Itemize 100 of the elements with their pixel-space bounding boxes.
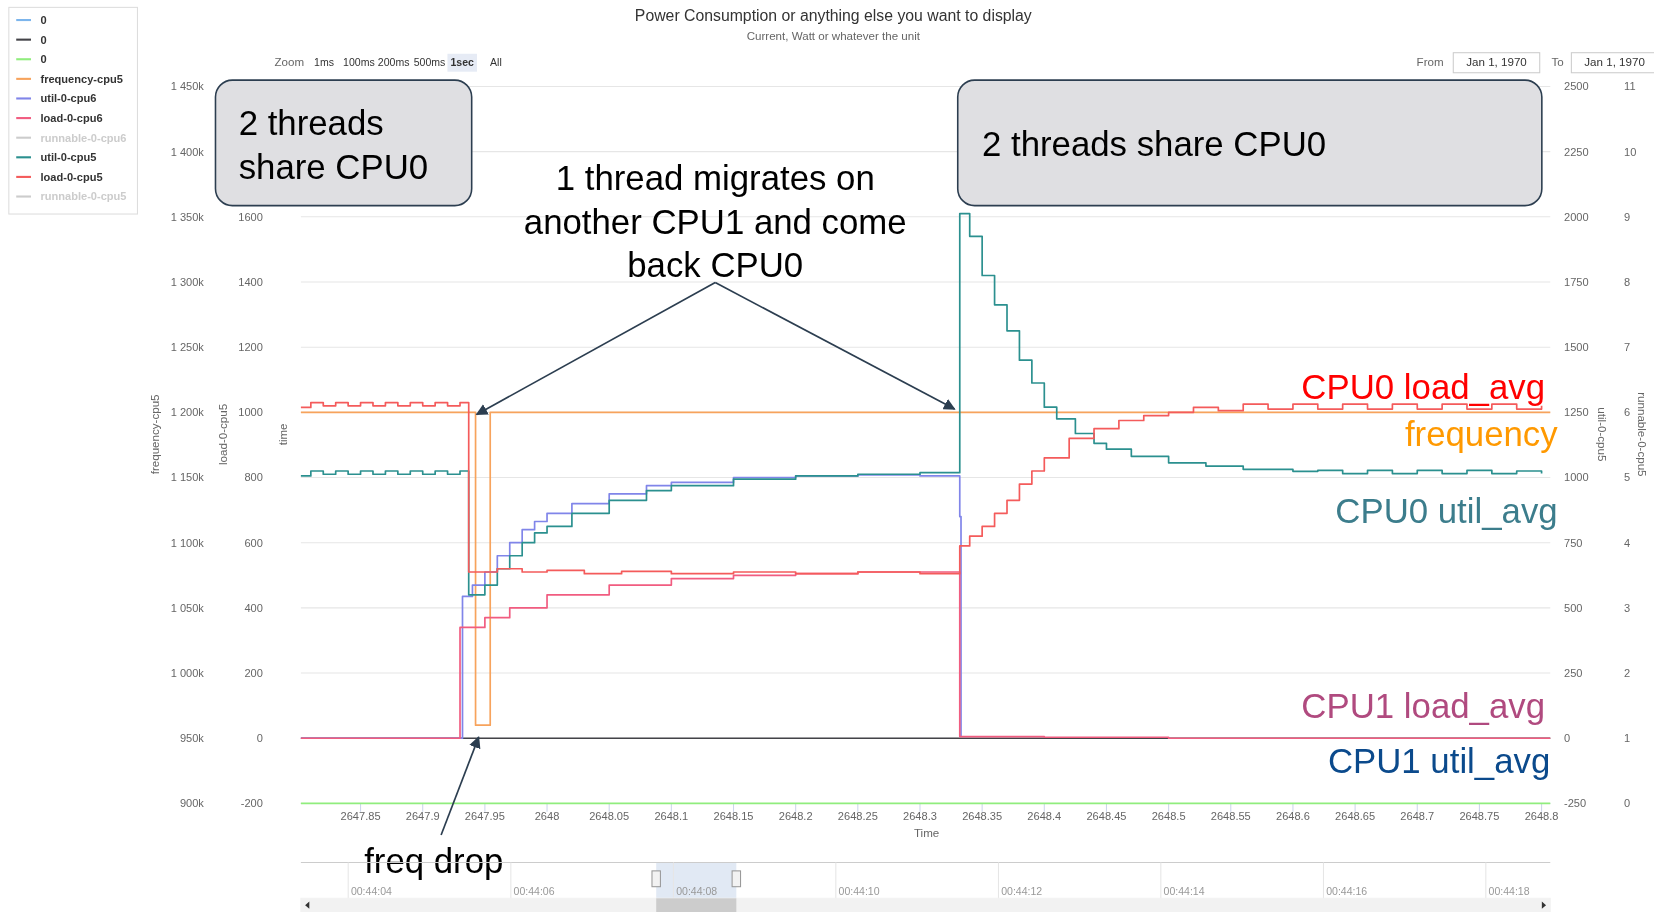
y3-axis-title: util-0-cpu5 (1595, 407, 1608, 462)
text: 11 (1624, 80, 1636, 93)
y-tick-label: 1400 (238, 275, 263, 288)
y2-tick-label: 950k (179, 732, 205, 745)
y2-axis-title: frequency-cpu5 (148, 394, 161, 475)
x-tick-label: 2648.45 (1086, 810, 1127, 823)
annotation: 2 threads share CPU0 (238, 103, 429, 187)
x-tick-label: 2648.3 (903, 810, 937, 823)
x-axis-title: Time (913, 827, 940, 840)
y3-tick-label: 2250 (1563, 145, 1589, 158)
y-tick-label: 0 (256, 732, 263, 745)
annotation: CPU0 util_avg (1335, 491, 1558, 530)
y3-tick-label: 1750 (1563, 275, 1589, 288)
y2-tick-label: 1 250k (170, 341, 205, 354)
chart-title: Power Consumption or anything else you want to display (634, 7, 1032, 25)
text: runnable-0-cpu5 (1635, 392, 1648, 477)
text: Jan 1, 1970 (1584, 56, 1645, 69)
x-tick-label: 2648.25 (837, 810, 878, 823)
y2-tick-label: 900k (179, 797, 205, 810)
x-tick-label: 2648.15 (713, 810, 754, 823)
y-tick-label: 800 (244, 471, 263, 484)
y2-tick-label: 1 150k (170, 471, 205, 484)
y2-tick-label: 1 100k (170, 536, 205, 549)
text: 1 (1624, 732, 1631, 745)
y2-tick-label: 1 000k (170, 666, 205, 679)
text: time (277, 423, 290, 446)
y-tick-label: 600 (244, 536, 263, 549)
x-tick-label: 2648.05 (589, 810, 630, 823)
x-tick-label: 2648.5 (1151, 810, 1186, 823)
y3-tick-label: 2500 (1563, 80, 1589, 93)
legend-label: 0 (40, 53, 47, 66)
annotation: CPU1 load_avg (1301, 687, 1545, 725)
x-tick-label: 2648.4 (1027, 810, 1062, 823)
y-tick-label: 400 (244, 601, 263, 614)
x-tick-label: 2647.85 (340, 810, 381, 823)
x-tick-label: 2647.9 (405, 810, 440, 823)
y-tick-label: 200 (244, 666, 263, 679)
text: To (1551, 56, 1564, 69)
text: All (490, 56, 502, 69)
legend-label: 0 (40, 13, 47, 26)
y2-tick-label: 1 050k (170, 601, 205, 614)
y3-tick-label: 2000 (1563, 210, 1589, 223)
text: 1ms (314, 56, 335, 69)
x2-tick-label: 00:44:18 (1488, 885, 1530, 898)
text: From (1416, 56, 1444, 69)
y2-tick-label: 1 300k (170, 275, 205, 288)
legend-label: 0 (40, 33, 47, 46)
text: Jan 1, 1970 (1466, 56, 1527, 69)
text: 4 (1624, 536, 1631, 549)
text: 2 (1624, 666, 1631, 679)
y-axis-title: load-0-cpu5 (217, 403, 230, 465)
legend-label: util-0-cpu6 (40, 92, 97, 105)
y2-tick-label: 1 450k (170, 80, 205, 93)
y3-tick-label: 1250 (1563, 406, 1589, 419)
x2-tick-label: 00:44:12 (1001, 885, 1043, 898)
annotation: 2 threads share CPU0 (981, 125, 1327, 164)
y-tick-label: -200 (240, 797, 263, 810)
y-tick-label: 1000 (238, 406, 263, 419)
legend-label: frequency-cpu5 (40, 72, 123, 85)
y3-tick-label: 250 (1563, 666, 1583, 679)
y3-tick-label: 0 (1563, 732, 1571, 745)
x-tick-label: 2648 (534, 810, 560, 823)
annotation: frequency (1404, 414, 1559, 453)
text: 9 (1624, 210, 1631, 223)
text: 5 (1624, 471, 1631, 484)
x-tick-label: 2648.7 (1400, 810, 1435, 823)
y3-tick-label: 1000 (1563, 471, 1589, 484)
annotation: CPU0 load_avg (1301, 367, 1545, 406)
y-tick-label: 1600 (238, 210, 263, 223)
x-tick-label: 2648.65 (1335, 810, 1376, 823)
y3-tick-label: -250 (1563, 797, 1587, 810)
x2-tick-label: 00:44:10 (838, 885, 880, 898)
y-tick-label: 1200 (238, 341, 263, 354)
text: 7 (1624, 341, 1631, 354)
text: 500ms (413, 56, 446, 69)
x2-tick-label: 00:44:16 (1326, 885, 1368, 898)
x-tick-label: 2648.55 (1210, 810, 1251, 823)
x-tick-label: 2648.2 (778, 810, 813, 823)
x2-tick-label: 00:44:06 (513, 885, 555, 898)
legend-label: load-0-cpu6 (40, 111, 103, 124)
x-tick-label: 2648.1 (654, 810, 689, 823)
x-tick-label: 2648.35 (962, 810, 1003, 823)
y2-tick-label: 1 400k (170, 145, 205, 158)
x-tick-label: 2647.95 (464, 810, 505, 823)
y2-tick-label: 1 200k (170, 406, 205, 419)
text: 3 (1624, 601, 1631, 614)
text: 0 (1624, 797, 1631, 810)
x2-tick-label: 00:44:04 (350, 885, 393, 898)
x2-tick-label: 00:44:08 (676, 885, 718, 898)
chart-subtitle: Current, Watt or whatever the unit (746, 30, 921, 43)
x2-tick-label: 00:44:14 (1163, 885, 1205, 898)
text: 8 (1624, 275, 1631, 288)
legend-label: util-0-cpu5 (40, 151, 97, 164)
text: 10 (1624, 145, 1637, 158)
x-tick-label: 2648.8 (1524, 810, 1559, 823)
text: 6 (1624, 406, 1631, 419)
legend-label: load-0-cpu5 (40, 170, 103, 183)
y3-tick-label: 1500 (1563, 341, 1589, 354)
annotation: CPU1 util_avg (1327, 741, 1551, 780)
x-tick-label: 2648.6 (1276, 810, 1310, 823)
